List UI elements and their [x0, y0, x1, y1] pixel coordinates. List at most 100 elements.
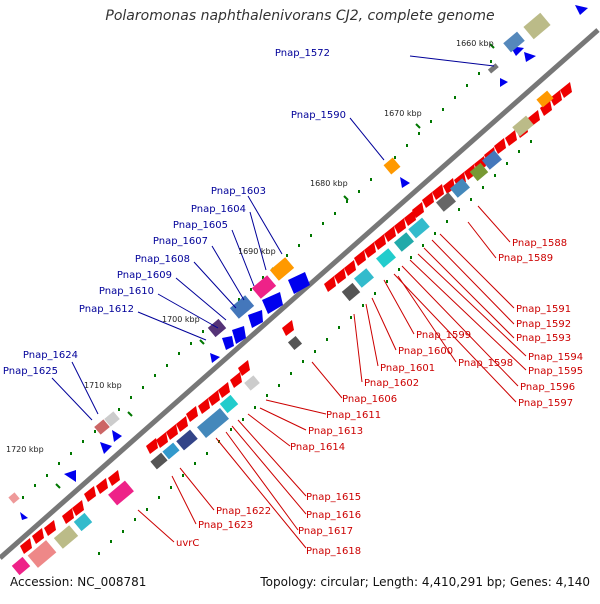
gene-block[interactable] — [108, 480, 134, 506]
gene-arrow[interactable] — [238, 360, 250, 376]
forward-gene-label[interactable]: Pnap_1624 — [23, 350, 78, 361]
gene-arrow[interactable] — [20, 538, 32, 554]
gene-block[interactable] — [104, 411, 120, 427]
reverse-gene-label[interactable]: Pnap_1597 — [518, 398, 573, 409]
reverse-gene-label[interactable]: Pnap_1611 — [326, 410, 381, 421]
gene-arrow[interactable] — [112, 430, 122, 442]
reverse-gene-label[interactable]: Pnap_1591 — [516, 304, 571, 315]
gene-block[interactable] — [219, 394, 239, 414]
gene-block[interactable] — [162, 442, 180, 460]
gene-arrow[interactable] — [186, 406, 198, 422]
reverse-gene-label[interactable]: Pnap_1618 — [306, 546, 361, 557]
reverse-gene-label[interactable]: Pnap_1599 — [416, 330, 471, 341]
reverse-gene-label[interactable]: uvrC — [176, 538, 199, 549]
reverse-gene-label[interactable]: Pnap_1598 — [458, 358, 513, 369]
forward-gene-label[interactable]: Pnap_1572 — [275, 48, 330, 59]
gene-block[interactable] — [53, 525, 79, 549]
forward-gene-label[interactable]: Pnap_1590 — [291, 110, 346, 121]
gene-arrow[interactable] — [364, 242, 376, 258]
gene-block[interactable] — [408, 217, 430, 239]
gene-block[interactable] — [341, 282, 361, 302]
gene-arrow[interactable] — [374, 234, 386, 250]
gene-arrow[interactable] — [550, 90, 562, 106]
gene-block[interactable] — [469, 162, 489, 182]
reverse-gene-label[interactable]: Pnap_1601 — [380, 363, 435, 374]
gene-block[interactable] — [482, 150, 502, 170]
gene-block[interactable] — [536, 90, 554, 108]
forward-gene-label[interactable]: Pnap_1625 — [3, 366, 58, 377]
gene-arrow[interactable] — [100, 442, 112, 454]
gene-block[interactable] — [73, 512, 93, 532]
gene-arrow[interactable] — [232, 326, 246, 344]
gene-arrow[interactable] — [20, 512, 28, 520]
gene-arrow[interactable] — [176, 416, 188, 432]
gene-arrow[interactable] — [146, 438, 158, 454]
gene-arrow[interactable] — [230, 372, 242, 388]
gene-block[interactable] — [229, 295, 255, 319]
gene-block[interactable] — [269, 257, 295, 281]
gene-block[interactable] — [8, 492, 20, 504]
reverse-gene-label[interactable]: Pnap_1595 — [528, 366, 583, 377]
forward-gene-label[interactable]: Pnap_1608 — [135, 254, 190, 265]
gene-block[interactable] — [94, 419, 110, 435]
gene-block[interactable] — [251, 275, 277, 299]
gene-arrow[interactable] — [96, 478, 108, 494]
gene-arrow[interactable] — [334, 268, 346, 284]
gene-arrow[interactable] — [108, 470, 120, 486]
gene-arrow[interactable] — [400, 177, 410, 188]
gene-block[interactable] — [287, 335, 303, 351]
reverse-gene-label[interactable]: Pnap_1622 — [216, 506, 271, 517]
gene-arrow[interactable] — [84, 486, 96, 502]
gene-block[interactable] — [394, 232, 414, 252]
gene-block[interactable] — [376, 248, 396, 268]
reverse-gene-label[interactable]: Pnap_1614 — [290, 442, 345, 453]
gene-block[interactable] — [244, 375, 260, 391]
gene-block[interactable] — [503, 31, 525, 53]
gene-arrow[interactable] — [62, 508, 74, 524]
gene-arrow[interactable] — [500, 78, 508, 87]
reverse-gene-label[interactable]: Pnap_1613 — [308, 426, 363, 437]
gene-arrow[interactable] — [505, 130, 517, 146]
gene-arrow[interactable] — [404, 210, 416, 226]
forward-gene-label[interactable]: Pnap_1604 — [191, 204, 246, 215]
gene-arrow[interactable] — [248, 310, 263, 328]
reverse-gene-label[interactable]: Pnap_1617 — [298, 526, 353, 537]
gene-arrow[interactable] — [210, 353, 220, 363]
reverse-gene-label[interactable]: Pnap_1593 — [516, 333, 571, 344]
gene-arrow[interactable] — [412, 202, 424, 218]
forward-gene-label[interactable]: Pnap_1603 — [211, 186, 266, 197]
gene-block[interactable] — [150, 452, 168, 470]
gene-arrow[interactable] — [198, 398, 210, 414]
gene-arrow[interactable] — [494, 138, 506, 154]
gene-arrow[interactable] — [222, 336, 234, 350]
gene-arrow[interactable] — [575, 5, 588, 15]
reverse-gene-label[interactable]: Pnap_1616 — [306, 510, 361, 521]
gene-arrow[interactable] — [560, 82, 572, 98]
reverse-gene-label[interactable]: Pnap_1606 — [342, 394, 397, 405]
reverse-gene-label[interactable]: Pnap_1615 — [306, 492, 361, 503]
gene-arrow[interactable] — [208, 390, 220, 406]
gene-arrow[interactable] — [432, 184, 444, 200]
gene-arrow[interactable] — [394, 218, 406, 234]
gene-block[interactable] — [354, 268, 374, 288]
reverse-gene-label[interactable]: Pnap_1596 — [520, 382, 575, 393]
gene-arrow[interactable] — [288, 272, 310, 294]
gene-block[interactable] — [487, 63, 499, 74]
gene-arrow[interactable] — [44, 520, 56, 536]
gene-block[interactable] — [11, 556, 31, 576]
forward-gene-label[interactable]: Pnap_1605 — [173, 220, 228, 231]
gene-block[interactable] — [27, 540, 57, 568]
forward-gene-label[interactable]: Pnap_1607 — [153, 236, 208, 247]
gene-arrow[interactable] — [384, 226, 396, 242]
gene-block[interactable] — [176, 429, 198, 451]
gene-arrow[interactable] — [166, 424, 178, 440]
reverse-gene-label[interactable]: Pnap_1588 — [512, 238, 567, 249]
gene-arrow[interactable] — [32, 528, 44, 544]
gene-arrow[interactable] — [344, 260, 356, 276]
gene-arrow[interactable] — [72, 500, 84, 516]
gene-block[interactable] — [436, 192, 456, 212]
reverse-gene-label[interactable]: Pnap_1600 — [398, 346, 453, 357]
reverse-gene-label[interactable]: Pnap_1589 — [498, 253, 553, 264]
gene-block[interactable] — [197, 407, 229, 439]
gene-arrow[interactable] — [282, 320, 294, 336]
